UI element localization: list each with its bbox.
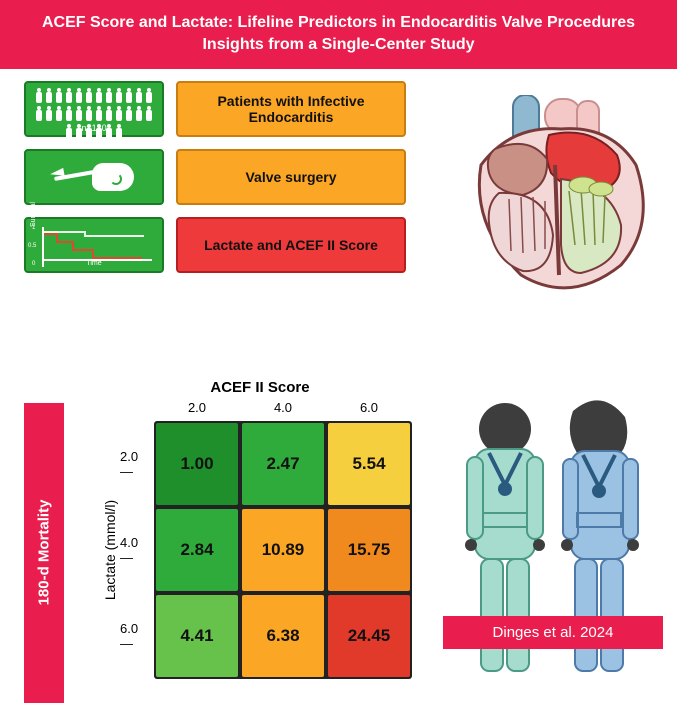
heatmap-cell: 24.45 (328, 595, 410, 677)
km-tick: 0.5 (28, 243, 36, 249)
heatmap-cell: 6.38 (242, 595, 324, 677)
title-line-2: Insights from a Single-Center Study (20, 34, 657, 56)
hm-ytick: 4.0 — (120, 507, 154, 593)
heatmap-cell: 4.41 (156, 595, 238, 677)
heatmap-y-title: Lactate (mmol/l) (102, 500, 118, 600)
mortality-sidebar: 180-d Mortality (24, 403, 64, 703)
hm-xtick: 6.0 (326, 400, 412, 415)
heatmap-grid: 1.002.475.54 2.8410.8915.75 4.416.3824.45 (154, 421, 412, 679)
header-banner: ACEF Score and Lactate: Lifeline Predict… (0, 0, 677, 69)
heatmap-cell: 2.47 (242, 423, 324, 505)
heatmap-cell: 2.84 (156, 509, 238, 591)
heart-illustration (451, 95, 661, 295)
km-curve-icon: 1 0.5 0 Survival Time (32, 225, 156, 265)
heatmap: ACEF II Score 2.0 4.0 6.0 Lactate (mmol/… (100, 379, 420, 679)
heatmap-cell: 15.75 (328, 509, 410, 591)
score-label: Lactate and ACEF II Score (176, 217, 406, 273)
km-icon-box: 1 0.5 0 Survival Time (24, 217, 164, 273)
heatmap-cell: 1.00 (156, 423, 238, 505)
citation-banner: Dinges et al. 2024 (443, 616, 663, 649)
people-icon-box: n=130 (24, 81, 164, 137)
heatmap-cell: 5.54 (328, 423, 410, 505)
scalpel-icon (54, 159, 134, 195)
surgery-label: Valve surgery (176, 149, 406, 205)
hm-xtick: 4.0 (240, 400, 326, 415)
heatmap-y-ticks: 2.0 — 4.0 — 6.0 — (120, 421, 154, 679)
hm-ytick: 2.0 — (120, 421, 154, 507)
km-y-axis-label: Survival (30, 202, 37, 227)
heatmap-x-ticks: 2.0 4.0 6.0 (154, 400, 412, 415)
hm-ytick: 6.0 — (120, 593, 154, 679)
km-tick: 0 (32, 261, 35, 267)
heatmap-x-title: ACEF II Score (100, 379, 420, 396)
n-label: n=130 (26, 123, 162, 133)
patients-label: Patients with Infective Endocarditis (176, 81, 406, 137)
scalpel-icon-box (24, 149, 164, 205)
km-x-axis-label: Time (86, 260, 101, 267)
hm-xtick: 2.0 (154, 400, 240, 415)
mortality-label: 180-d Mortality (36, 500, 53, 606)
title-line-1: ACEF Score and Lactate: Lifeline Predict… (20, 12, 657, 34)
content-area: n=130 Patients with Infective Endocardit… (0, 81, 677, 663)
heatmap-cell: 10.89 (242, 509, 324, 591)
